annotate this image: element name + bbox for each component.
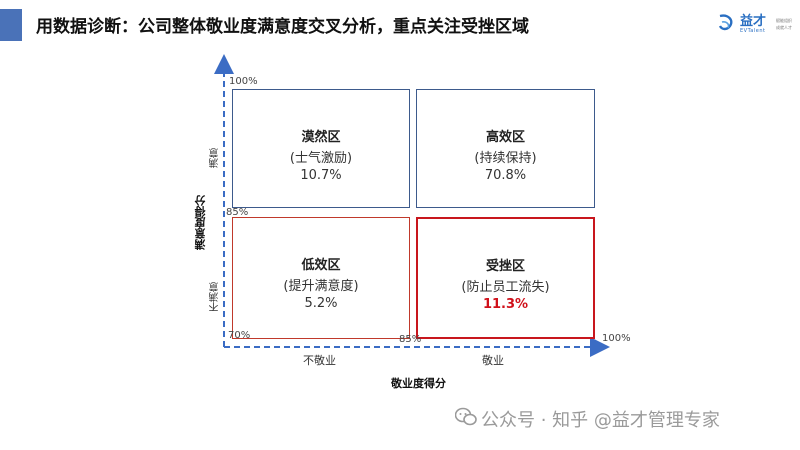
x-axis-title: 敬业度得分 xyxy=(391,377,446,390)
y-tick-85: 85% xyxy=(226,207,249,218)
x-label-not-engaged: 不敬业 xyxy=(303,354,336,367)
logo-tagline-2: 成就人才 xyxy=(776,25,792,30)
quadrant-low-value: 5.2% xyxy=(304,296,338,311)
logo-mark-icon xyxy=(718,14,733,31)
quadrant-frustrated-desc: (防止员工流失) xyxy=(461,280,550,295)
quadrant-frustrated-value: 11.3% xyxy=(482,297,529,312)
x-label-engaged: 敬业 xyxy=(482,354,504,367)
quadrant-high-name: 高效区 xyxy=(485,130,525,145)
y-label-satisfied: 满意 xyxy=(210,148,221,168)
logo-text: 益才 xyxy=(740,14,767,29)
x-tick-85: 85% xyxy=(399,334,422,345)
quadrant-high-desc: (持续保持) xyxy=(474,151,537,166)
quadrant-frustrated-name: 受挫区 xyxy=(485,259,525,274)
quadrant-idle-value: 10.7% xyxy=(300,168,342,183)
quadrant-low-desc: (提升满意度) xyxy=(283,279,359,294)
quadrant-low: 低效区 (提升满意度) 5.2% xyxy=(232,217,410,339)
x-tick-100: 100% xyxy=(602,333,631,344)
logo-tagline-1: 赋能组织 xyxy=(776,18,792,23)
page-title: 用数据诊断：公司整体敬业度满意度交叉分析，重点关注受挫区域 xyxy=(36,17,529,37)
title-accent-bar xyxy=(0,9,22,41)
quadrant-idle: 漠然区 (士气激励) 10.7% xyxy=(232,89,410,208)
y-label-unsatisfied: 不满意 xyxy=(210,282,221,312)
y-axis-title: 满意度得分 xyxy=(194,195,207,250)
wechat-icon xyxy=(455,407,477,426)
company-logo: 益才 EVTalent 赋能组织 成就人才 xyxy=(718,10,796,40)
y-tick-70: 70% xyxy=(228,330,251,341)
quadrant-high: 高效区 (持续保持) 70.8% xyxy=(416,89,595,208)
logo-sub: EVTalent xyxy=(740,28,766,34)
quadrant-frustrated: 受挫区 (防止员工流失) 11.3% xyxy=(416,217,595,339)
watermark-text: 公众号 · 知乎 @益才管理专家 xyxy=(481,410,720,431)
quadrant-low-name: 低效区 xyxy=(301,258,341,273)
quadrant-idle-name: 漠然区 xyxy=(301,130,341,145)
quadrant-high-value: 70.8% xyxy=(484,168,527,183)
quadrant-idle-desc: (士气激励) xyxy=(289,151,353,166)
y-tick-100: 100% xyxy=(229,76,258,87)
